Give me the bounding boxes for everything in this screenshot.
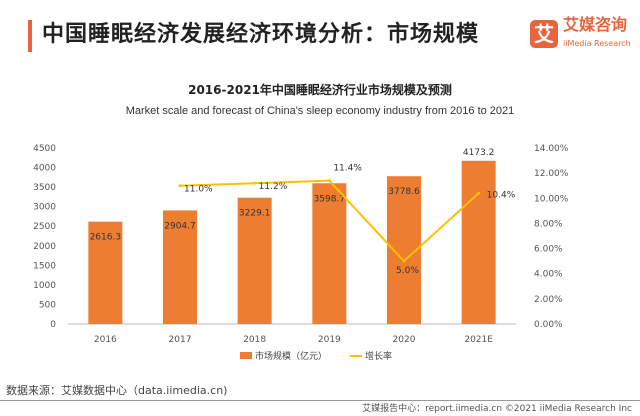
y-left-tick: 1500 <box>33 261 56 271</box>
line-label: 11.0% <box>184 185 213 195</box>
y-right-tick: 2.00% <box>534 295 563 305</box>
logo-cn: 艾媒咨询 <box>563 15 628 34</box>
x-tick: 2021E <box>464 335 493 345</box>
title-accent <box>28 20 32 52</box>
chart-title: 2016-2021年中国睡眠经济行业市场规模及预测 <box>188 83 452 97</box>
growth-point <box>253 181 257 185</box>
logo-en: iiMedia Research <box>563 39 631 48</box>
bar <box>163 210 197 324</box>
footer-credit: 艾媒报告中心：report.iimedia.cn ©2021 iiMedia R… <box>362 404 632 414</box>
growth-point <box>327 179 331 183</box>
y-right-tick: 6.00% <box>534 245 563 255</box>
line-label: 5.0% <box>396 266 419 276</box>
y-left-tick: 3000 <box>33 203 56 213</box>
y-left-tick: 2500 <box>33 222 56 232</box>
data-source: 数据来源：艾媒数据中心（data.iimedia.cn) <box>6 384 228 397</box>
x-tick: 2016 <box>94 335 117 345</box>
y-right-tick: 14.00% <box>534 144 569 154</box>
legend-line-label: 增长率 <box>365 350 392 362</box>
y-left-tick: 4000 <box>33 164 56 174</box>
bar <box>461 160 496 324</box>
bar <box>88 221 123 324</box>
bar-label: 2616.3 <box>90 233 122 243</box>
chart-subtitle: Market scale and forecast of China's sle… <box>125 105 515 117</box>
bar-label: 4173.2 <box>463 148 495 158</box>
page-title: 中国睡眠经济发展经济环境分析：市场规模 <box>42 22 480 47</box>
line-label: 10.4% <box>487 190 516 200</box>
logo-mark: 艾 <box>530 20 558 48</box>
bar <box>312 183 347 324</box>
bar <box>237 197 272 324</box>
bar-label: 3598.7 <box>314 194 346 204</box>
y-left-tick: 3500 <box>33 183 56 193</box>
x-tick: 2019 <box>318 335 341 345</box>
growth-point <box>178 184 182 188</box>
line-label: 11.4% <box>333 164 362 174</box>
growth-point <box>477 191 481 195</box>
y-left-tick: 4500 <box>33 144 56 154</box>
y-left-tick: 500 <box>39 300 56 310</box>
y-left-tick: 1000 <box>33 281 56 291</box>
bar-label: 2904.7 <box>164 221 196 231</box>
y-right-tick: 4.00% <box>534 270 563 280</box>
legend-bar-swatch <box>240 352 252 359</box>
y-left-tick: 2000 <box>33 242 56 252</box>
x-tick: 2020 <box>393 335 416 345</box>
y-right-tick: 12.00% <box>534 169 569 179</box>
x-tick: 2017 <box>169 335 192 345</box>
bar-label: 3778.6 <box>388 187 420 197</box>
line-label: 11.2% <box>259 182 288 192</box>
legend-bar-label: 市场规模（亿元） <box>255 350 327 362</box>
y-left-tick: 0 <box>50 320 56 330</box>
growth-point <box>402 259 406 263</box>
divider <box>0 400 640 401</box>
y-right-tick: 8.00% <box>534 219 563 229</box>
y-right-tick: 0.00% <box>534 320 563 330</box>
x-tick: 2018 <box>243 335 266 345</box>
bar-label: 3229.1 <box>239 209 271 219</box>
y-right-tick: 10.00% <box>534 194 569 204</box>
